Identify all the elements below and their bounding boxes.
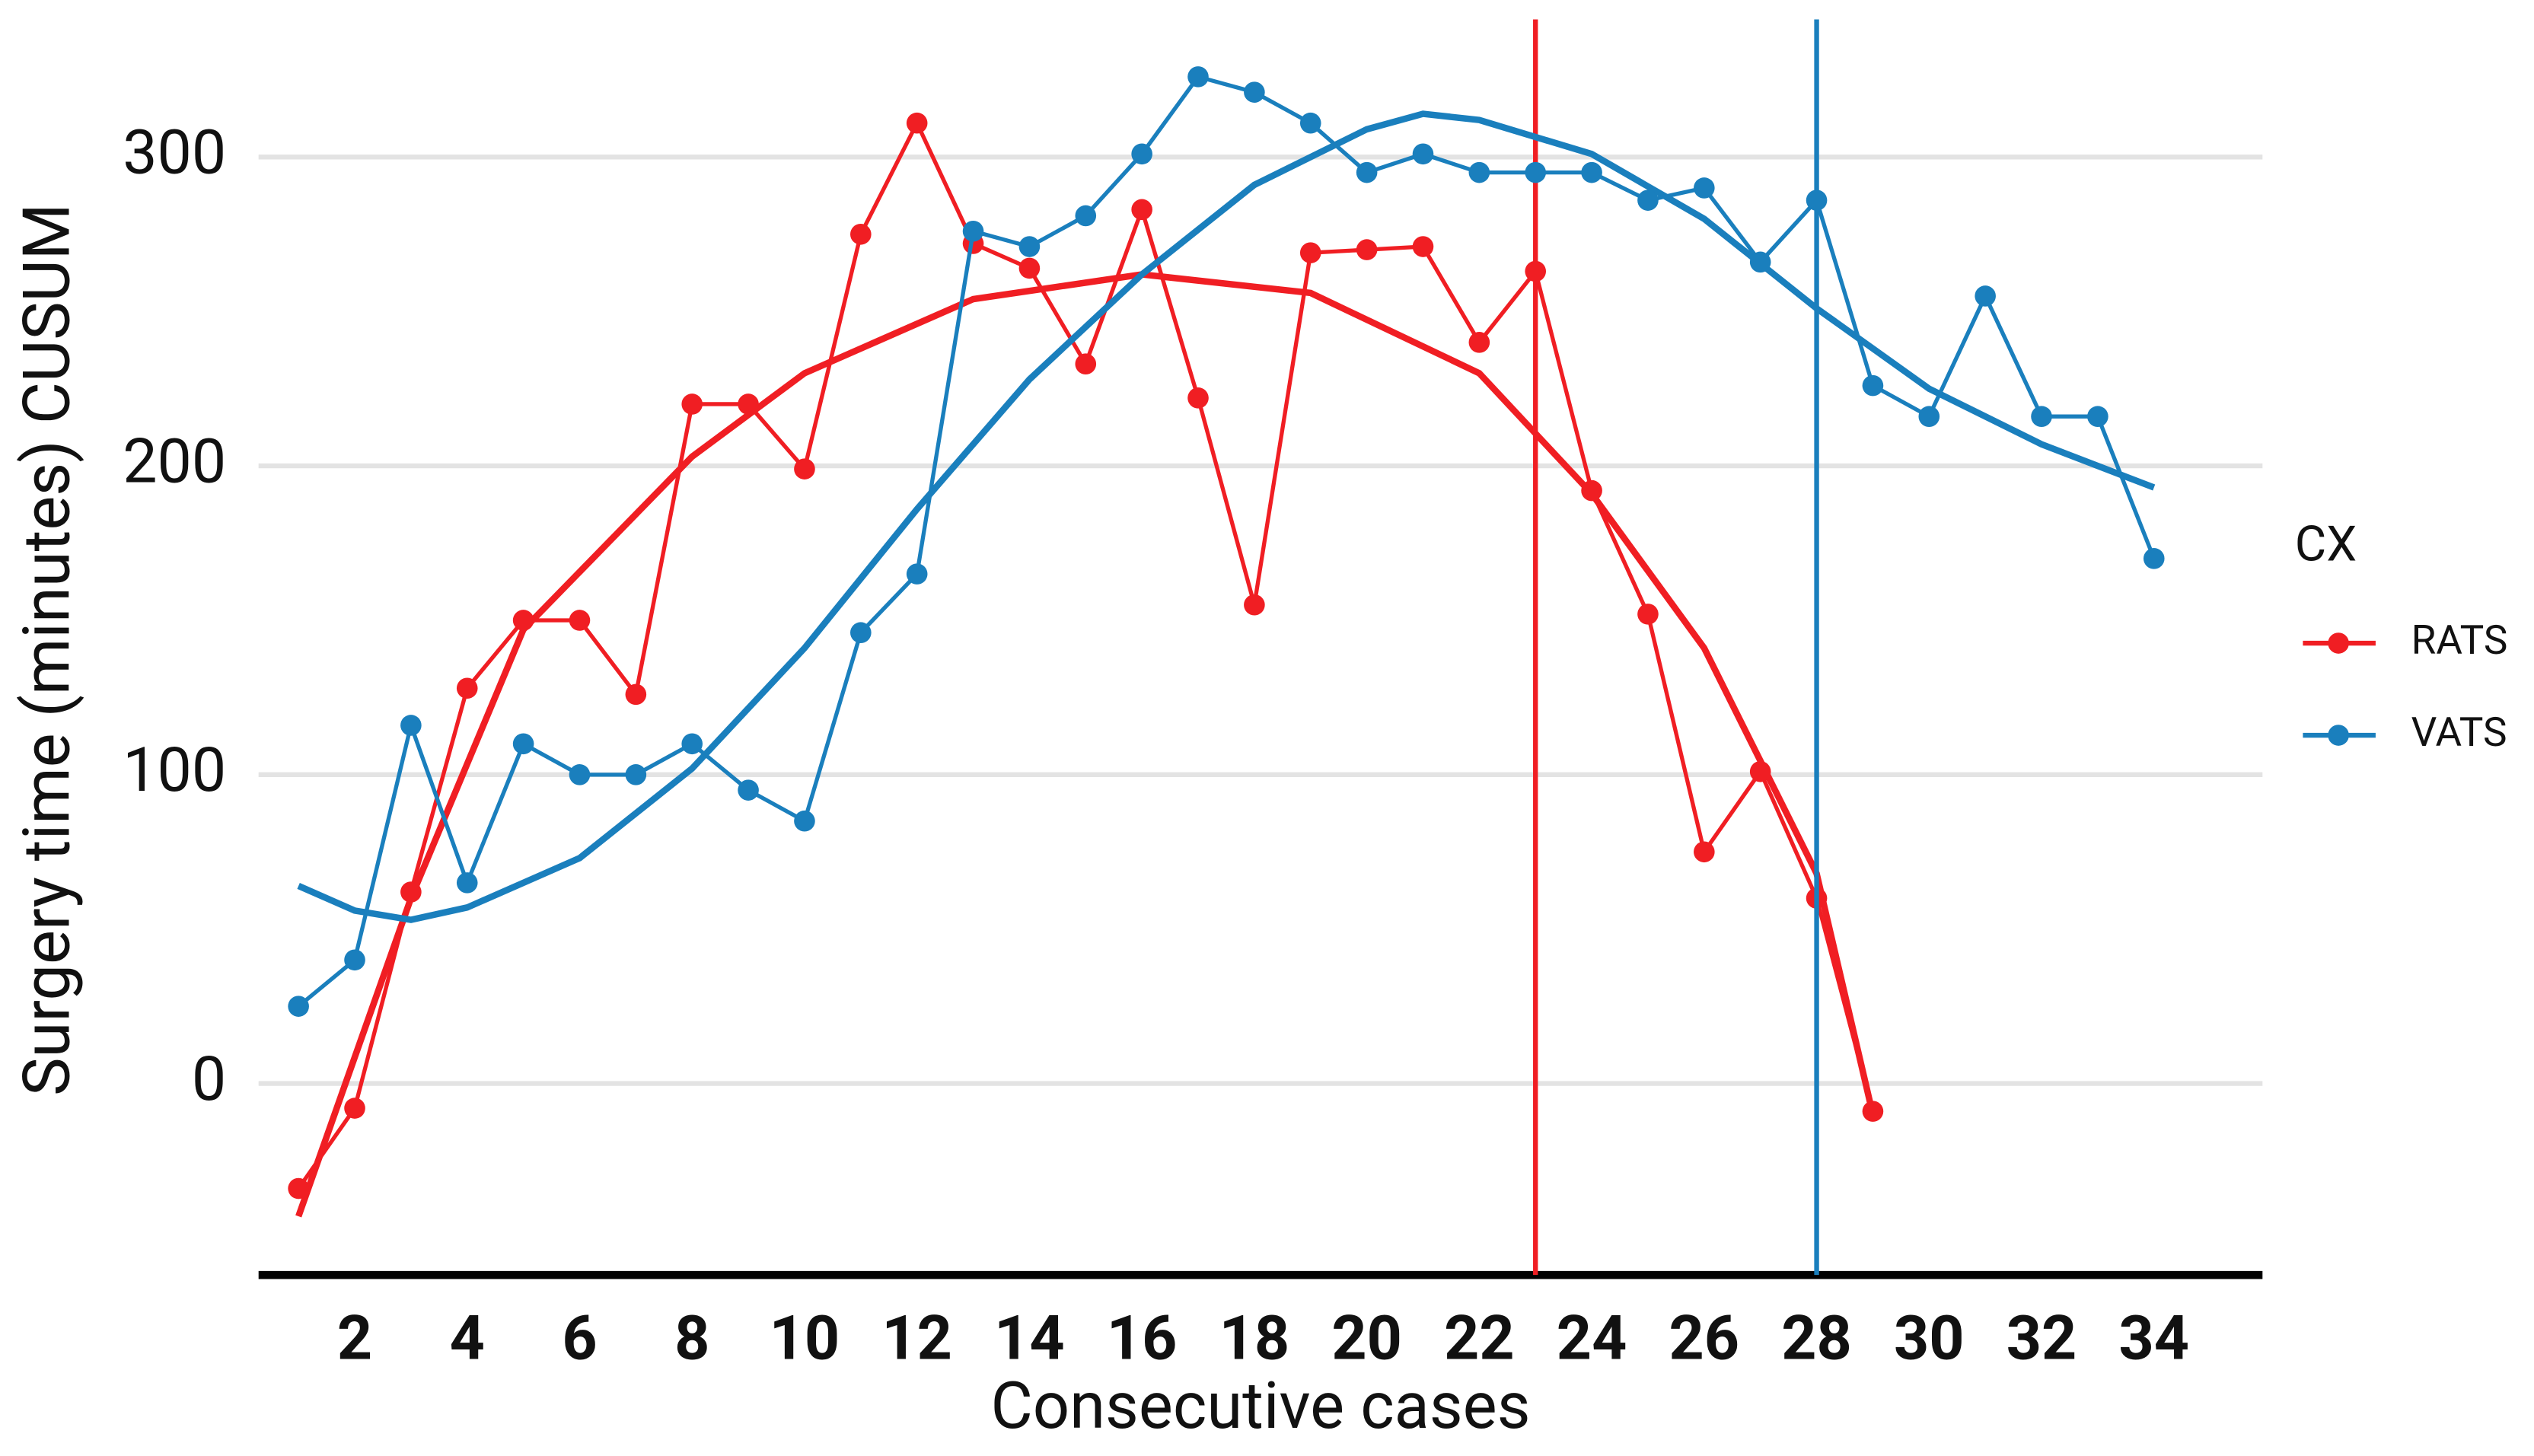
point — [569, 610, 591, 631]
point — [512, 610, 534, 631]
legend-marker — [2328, 725, 2349, 746]
x-tick-label: 20 — [1331, 1302, 1402, 1375]
point — [1244, 81, 1265, 103]
point — [738, 393, 759, 415]
legend-marker — [2328, 632, 2349, 654]
y-tick-label: 100 — [123, 734, 226, 806]
point — [1581, 161, 1602, 183]
point — [681, 393, 703, 415]
x-tick-label: 28 — [1781, 1302, 1852, 1375]
point — [1694, 841, 1715, 863]
point — [1131, 143, 1152, 165]
x-tick-label: 12 — [881, 1302, 952, 1375]
point — [2143, 548, 2165, 569]
point — [794, 810, 815, 832]
x-tick-label: 34 — [2118, 1302, 2189, 1375]
point — [1975, 285, 1996, 307]
x-tick-label: 8 — [674, 1302, 709, 1375]
point — [2031, 406, 2052, 427]
point — [456, 872, 478, 894]
legend-label: RATS — [2411, 616, 2508, 664]
point — [850, 224, 872, 245]
point — [456, 677, 478, 699]
x-tick-label: 26 — [1669, 1302, 1740, 1375]
point — [625, 683, 647, 706]
x-tick-label: 14 — [994, 1302, 1065, 1375]
point — [1299, 112, 1321, 134]
point — [1862, 1101, 1884, 1122]
trend-line — [297, 110, 2156, 923]
point — [1525, 161, 1547, 183]
y-tick-label: 0 — [192, 1043, 226, 1115]
point — [512, 733, 534, 755]
point — [1637, 190, 1659, 211]
x-tick-label: 24 — [1557, 1302, 1627, 1375]
point — [1187, 387, 1209, 409]
point — [1299, 242, 1321, 263]
point — [569, 764, 591, 785]
point — [1637, 604, 1659, 625]
point — [906, 112, 928, 134]
y-tick-label: 200 — [123, 425, 226, 497]
point — [1468, 161, 1490, 183]
point — [681, 733, 703, 755]
point — [2087, 406, 2108, 427]
point — [625, 764, 647, 785]
point — [344, 949, 365, 971]
trend-line — [295, 271, 1876, 1218]
point — [344, 1098, 365, 1119]
point — [1862, 374, 1884, 397]
point — [1131, 199, 1152, 221]
point — [1356, 161, 1378, 183]
point — [1468, 332, 1490, 353]
legend-title: CX — [2295, 516, 2357, 573]
x-axis-title: Consecutive cases — [990, 1368, 1530, 1444]
y-axis-title: Surgery time (minutes) CUSUM — [8, 203, 84, 1096]
point — [1525, 260, 1547, 282]
point — [288, 996, 309, 1017]
point — [1075, 353, 1097, 375]
y-tick-label: 300 — [123, 116, 226, 189]
series-line — [297, 74, 2156, 1008]
point — [1581, 479, 1602, 502]
point — [850, 622, 872, 644]
x-tick-label: 30 — [1894, 1302, 1965, 1375]
x-tick-label: 22 — [1444, 1302, 1515, 1375]
point — [1018, 257, 1041, 279]
x-tick-label: 4 — [450, 1302, 485, 1375]
x-tick-label: 18 — [1219, 1302, 1290, 1375]
point — [1694, 177, 1715, 199]
point — [1918, 406, 1940, 427]
point — [1244, 594, 1265, 616]
point — [962, 220, 984, 242]
point — [738, 779, 759, 801]
point — [288, 1177, 309, 1200]
point — [400, 881, 422, 903]
x-tick-label: 10 — [770, 1302, 840, 1375]
point — [400, 715, 422, 736]
point — [1806, 190, 1828, 211]
point — [1356, 239, 1378, 260]
point — [794, 458, 815, 479]
point — [1412, 236, 1434, 257]
x-tick-label: 6 — [562, 1302, 597, 1375]
point — [1018, 236, 1041, 257]
point — [1412, 143, 1434, 165]
point — [1749, 251, 1771, 273]
x-tick-label: 32 — [2006, 1302, 2077, 1375]
point — [906, 563, 928, 585]
point — [1075, 205, 1097, 227]
point — [1749, 760, 1771, 782]
x-tick-label: 2 — [337, 1302, 372, 1375]
point — [1187, 66, 1209, 88]
x-tick-label: 16 — [1107, 1302, 1178, 1375]
legend-label: VATS — [2411, 709, 2507, 756]
